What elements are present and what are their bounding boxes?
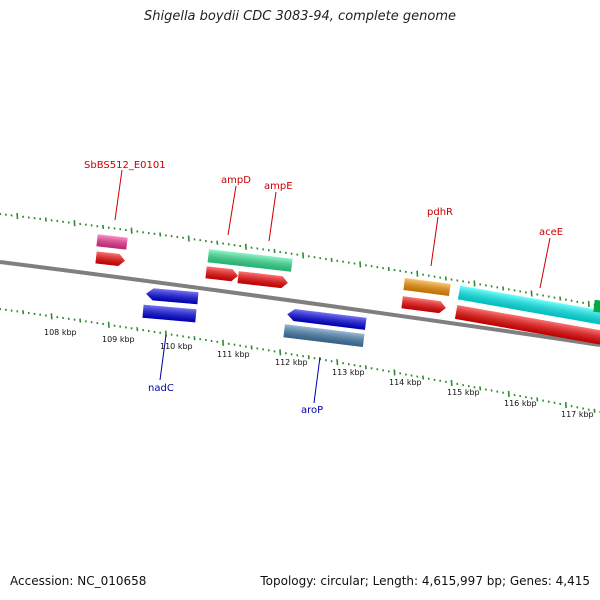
genome-backbone bbox=[0, 260, 600, 347]
kbp-label: 110 kbp bbox=[160, 342, 193, 351]
kbp-label: 111 kbp bbox=[217, 350, 250, 359]
label-aceE: aceE bbox=[539, 227, 563, 238]
kbp-label: 108 kbp bbox=[44, 328, 77, 337]
label-ampD: ampD bbox=[221, 175, 251, 186]
kbp-label: 113 kbp bbox=[332, 368, 365, 377]
forward-features bbox=[95, 234, 600, 345]
outer-tick-track bbox=[0, 212, 600, 308]
map-title: Shigella boydii CDC 3083-94, complete ge… bbox=[143, 9, 457, 24]
label-aroP: aroP bbox=[301, 405, 323, 416]
genome-stats-text: Topology: circular; Length: 4,615,997 bp… bbox=[260, 574, 590, 588]
label-leaders bbox=[114, 169, 551, 404]
kbp-label: 116 kbp bbox=[504, 399, 537, 408]
reverse-features bbox=[142, 288, 367, 347]
label-SbBS512_E0101: SbBS512_E0101 bbox=[84, 160, 166, 171]
kbp-label: 112 kbp bbox=[275, 358, 308, 367]
kbp-label: 115 kbp bbox=[447, 388, 480, 397]
label-nadC: nadC bbox=[148, 383, 174, 394]
kbp-label: 109 kbp bbox=[102, 335, 135, 344]
kbp-label: 114 kbp bbox=[389, 378, 422, 387]
kbp-label: 117 kbp bbox=[561, 410, 594, 419]
label-pdhR: pdhR bbox=[427, 207, 453, 218]
label-ampE: ampE bbox=[264, 181, 293, 192]
accession-text: Accession: NC_010658 bbox=[10, 574, 147, 588]
